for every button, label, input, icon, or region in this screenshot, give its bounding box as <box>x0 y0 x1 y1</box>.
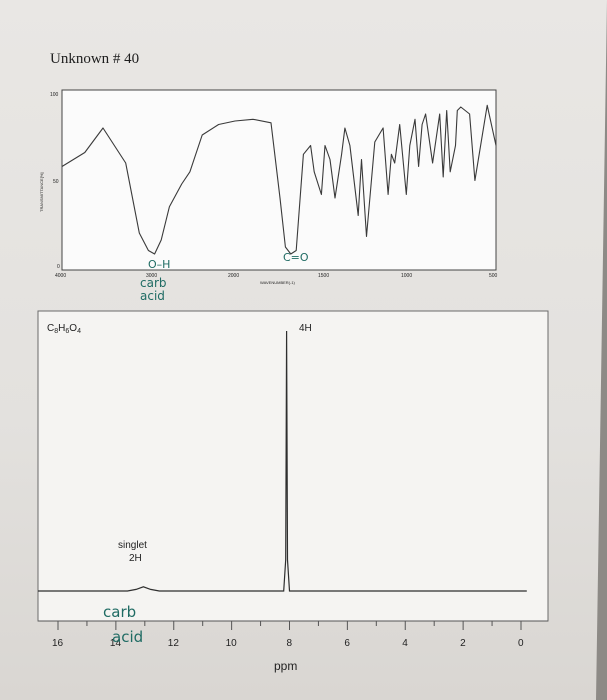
nmr-x-tick: 14 <box>110 638 122 649</box>
nmr-chart: C8H6O4 4H singlet 2H 16 14 12 10 8 6 4 2… <box>37 310 549 673</box>
nmr-x-tick: 8 <box>287 638 293 649</box>
ir-chart: 100 50 0 TRANSMITTANCE[%] 4000 3000 2000… <box>39 89 498 303</box>
page-title: Unknown # 40 <box>50 51 140 67</box>
ir-x-tick: 1000 <box>401 273 412 279</box>
carbonyl-annotation: C=O <box>283 251 309 264</box>
oh-annotation: O–H <box>148 258 170 271</box>
nmr-x-tick: 4 <box>402 638 408 649</box>
molecular-formula: C8H6O4 <box>47 323 81 335</box>
nmr-x-axis-label: ppm <box>274 659 297 673</box>
ir-y-axis-label: TRANSMITTANCE[%] <box>39 173 44 212</box>
nmr-x-tick: 0 <box>518 638 524 649</box>
nmr-x-tick: 6 <box>344 638 350 649</box>
peak-label-4h: 4H <box>299 323 312 334</box>
ir-plot-frame <box>61 89 497 271</box>
nmr-x-ticks: 16 14 12 10 8 6 4 2 0 <box>52 638 524 649</box>
nmr-x-tick: 2 <box>460 638 466 649</box>
nmr-x-tick: 12 <box>168 638 180 649</box>
nmr-plot-frame <box>37 310 549 622</box>
ir-x-tick: 500 <box>489 273 498 279</box>
ir-x-tick: 4000 <box>55 273 66 279</box>
ir-x-ticks: 4000 3000 2000 1500 1000 500 <box>55 273 498 279</box>
hand-note-acid: acid <box>112 628 143 646</box>
ir-x-tick: 1500 <box>318 273 329 279</box>
singlet-label: singlet <box>118 540 147 551</box>
ir-spectrum-line <box>61 104 497 255</box>
ir-x-tick: 3000 <box>146 273 157 279</box>
ir-x-axis-label: WAVENUMBER(-1) <box>260 280 296 285</box>
ir-y-tick: 50 <box>53 179 59 185</box>
ir-x-tick: 2000 <box>228 273 239 279</box>
ir-y-tick: 0 <box>57 264 60 270</box>
nmr-tick-marks <box>57 621 522 630</box>
hand-note-carb: carb <box>103 603 136 621</box>
nmr-x-tick: 10 <box>226 638 238 649</box>
ir-y-tick: 100 <box>50 92 59 98</box>
singlet-integration: 2H <box>129 553 142 564</box>
acid-annotation: acid <box>140 289 165 303</box>
nmr-x-tick: 16 <box>52 638 64 649</box>
carb-annotation: carb <box>140 276 167 290</box>
nmr-spectrum-line <box>38 330 527 592</box>
